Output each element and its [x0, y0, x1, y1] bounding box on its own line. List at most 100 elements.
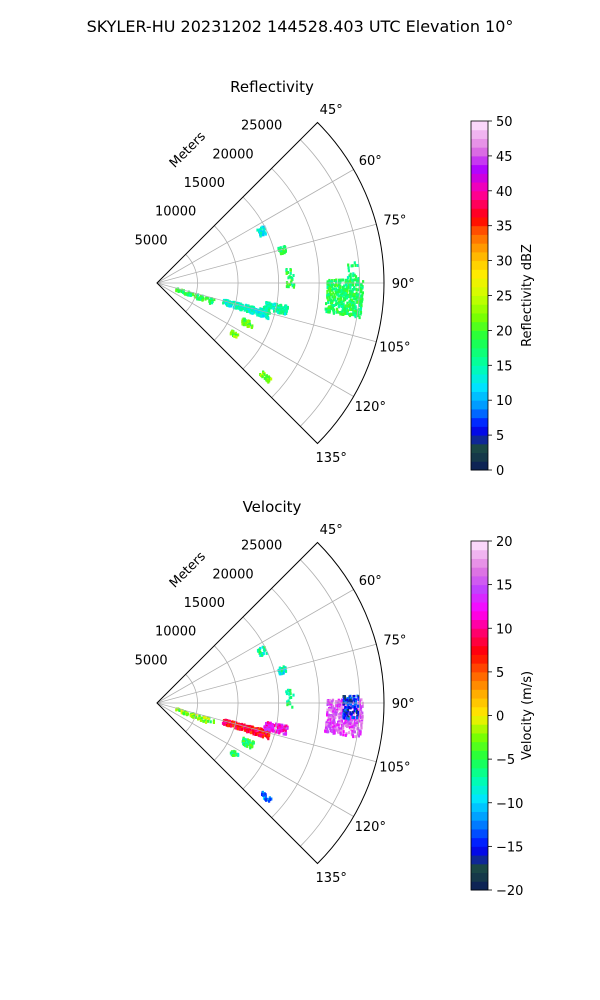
- azimuth-tick-label: 45°: [320, 523, 343, 538]
- echo-gate: [262, 314, 265, 318]
- echo-gate: [263, 314, 266, 317]
- echo-gate: [257, 730, 260, 734]
- colorbar-tick-label: 0: [496, 464, 504, 479]
- echo-gate: [274, 730, 277, 734]
- echo-gate: [343, 308, 346, 312]
- echo-gate: [244, 728, 247, 732]
- range-axis-label: Meters: [167, 549, 209, 591]
- colorbar-segment: [471, 846, 488, 856]
- echo-gate: [328, 288, 332, 292]
- echo-gate: [261, 375, 264, 379]
- echo-gate: [210, 297, 214, 301]
- echo-gate: [348, 283, 351, 287]
- echo-gate: [235, 304, 238, 308]
- echo-gate: [268, 307, 271, 310]
- echo-gate: [281, 729, 284, 732]
- echo-gate: [359, 712, 362, 716]
- colorbar-segment: [471, 304, 488, 314]
- echo-gate: [262, 309, 265, 313]
- echo-gate: [360, 302, 363, 306]
- echo-gate: [361, 704, 364, 708]
- echo-spot-126: [229, 749, 240, 757]
- echo-gate: [336, 310, 339, 314]
- echo-gate: [354, 723, 357, 727]
- echo-gate: [346, 709, 350, 712]
- echo-gate: [349, 702, 352, 706]
- echo-gate: [251, 726, 254, 730]
- echo-gate: [332, 721, 335, 725]
- echo-gate: [339, 312, 342, 316]
- echo-gate: [262, 233, 265, 237]
- echo-gate: [360, 288, 363, 292]
- echo-gate: [328, 295, 331, 299]
- echo-gate: [357, 314, 360, 318]
- echo-gate: [356, 720, 359, 724]
- colorbar-tick-label: 15: [496, 579, 513, 594]
- echo-gate: [344, 278, 347, 282]
- echo-spot-133: [261, 790, 273, 803]
- echo-gate: [347, 703, 350, 707]
- azimuth-spoke: [156, 589, 354, 704]
- echo-gate: [337, 305, 341, 309]
- echo-gate: [277, 304, 280, 308]
- colorbar-segment: [471, 155, 488, 166]
- echo-gate: [336, 723, 339, 727]
- echo-gate: [346, 301, 349, 305]
- echo-gate: [327, 301, 330, 304]
- echo-gate: [234, 334, 237, 338]
- echo-gate: [347, 724, 350, 728]
- echo-gate: [332, 707, 335, 711]
- colorbar-segment: [471, 794, 488, 804]
- echo-gate: [285, 690, 288, 694]
- echo-gate: [337, 297, 340, 301]
- echo-gate: [340, 705, 343, 709]
- echo-gate: [252, 732, 255, 736]
- echo-gate: [285, 724, 288, 728]
- echo-gate: [180, 711, 183, 715]
- echo-gate: [254, 728, 258, 732]
- colorbar-segment: [471, 671, 488, 682]
- echo-gate: [326, 719, 329, 723]
- echo-gate: [351, 292, 354, 296]
- echo-gate: [345, 698, 348, 702]
- echo-gate: [248, 324, 251, 328]
- echo-gate: [222, 301, 225, 305]
- echo-gate: [353, 709, 356, 713]
- echo-gate: [204, 297, 207, 301]
- colorbar-segment: [471, 855, 488, 865]
- echo-gate: [247, 743, 250, 746]
- echo-gate: [241, 322, 244, 326]
- echo-gate: [361, 718, 364, 722]
- echo-gate: [293, 283, 296, 287]
- echo-gate: [334, 728, 337, 732]
- echo-streak-north: [256, 645, 268, 657]
- echo-gate: [292, 693, 295, 697]
- echo-gate: [208, 299, 211, 303]
- echo-gate: [355, 312, 358, 316]
- echo-gate: [329, 718, 332, 722]
- echo-gate: [241, 318, 244, 322]
- echo-gate: [325, 724, 328, 728]
- echo-gate: [272, 726, 275, 730]
- echo-gate: [348, 289, 351, 293]
- colorbar-segment: [471, 147, 488, 157]
- echo-gate: [272, 729, 276, 733]
- echo-gate: [353, 261, 356, 265]
- azimuth-tick-label: 135°: [316, 871, 347, 886]
- echo-gate: [212, 721, 215, 724]
- echo-gate: [329, 283, 332, 287]
- echo-gate: [344, 706, 347, 709]
- echo-gate: [286, 726, 289, 730]
- echo-gate: [342, 695, 345, 698]
- echo-gate: [340, 305, 343, 308]
- echo-gate: [336, 727, 339, 731]
- echo-gate: [325, 302, 328, 306]
- echo-gate: [251, 311, 254, 315]
- echo-gate: [334, 303, 337, 306]
- echo-gate: [353, 720, 356, 724]
- echo-gate: [346, 286, 349, 289]
- echo-gate: [351, 705, 355, 708]
- echo-gate: [265, 728, 268, 732]
- echo-gate: [353, 703, 356, 706]
- echo-gate: [340, 302, 343, 306]
